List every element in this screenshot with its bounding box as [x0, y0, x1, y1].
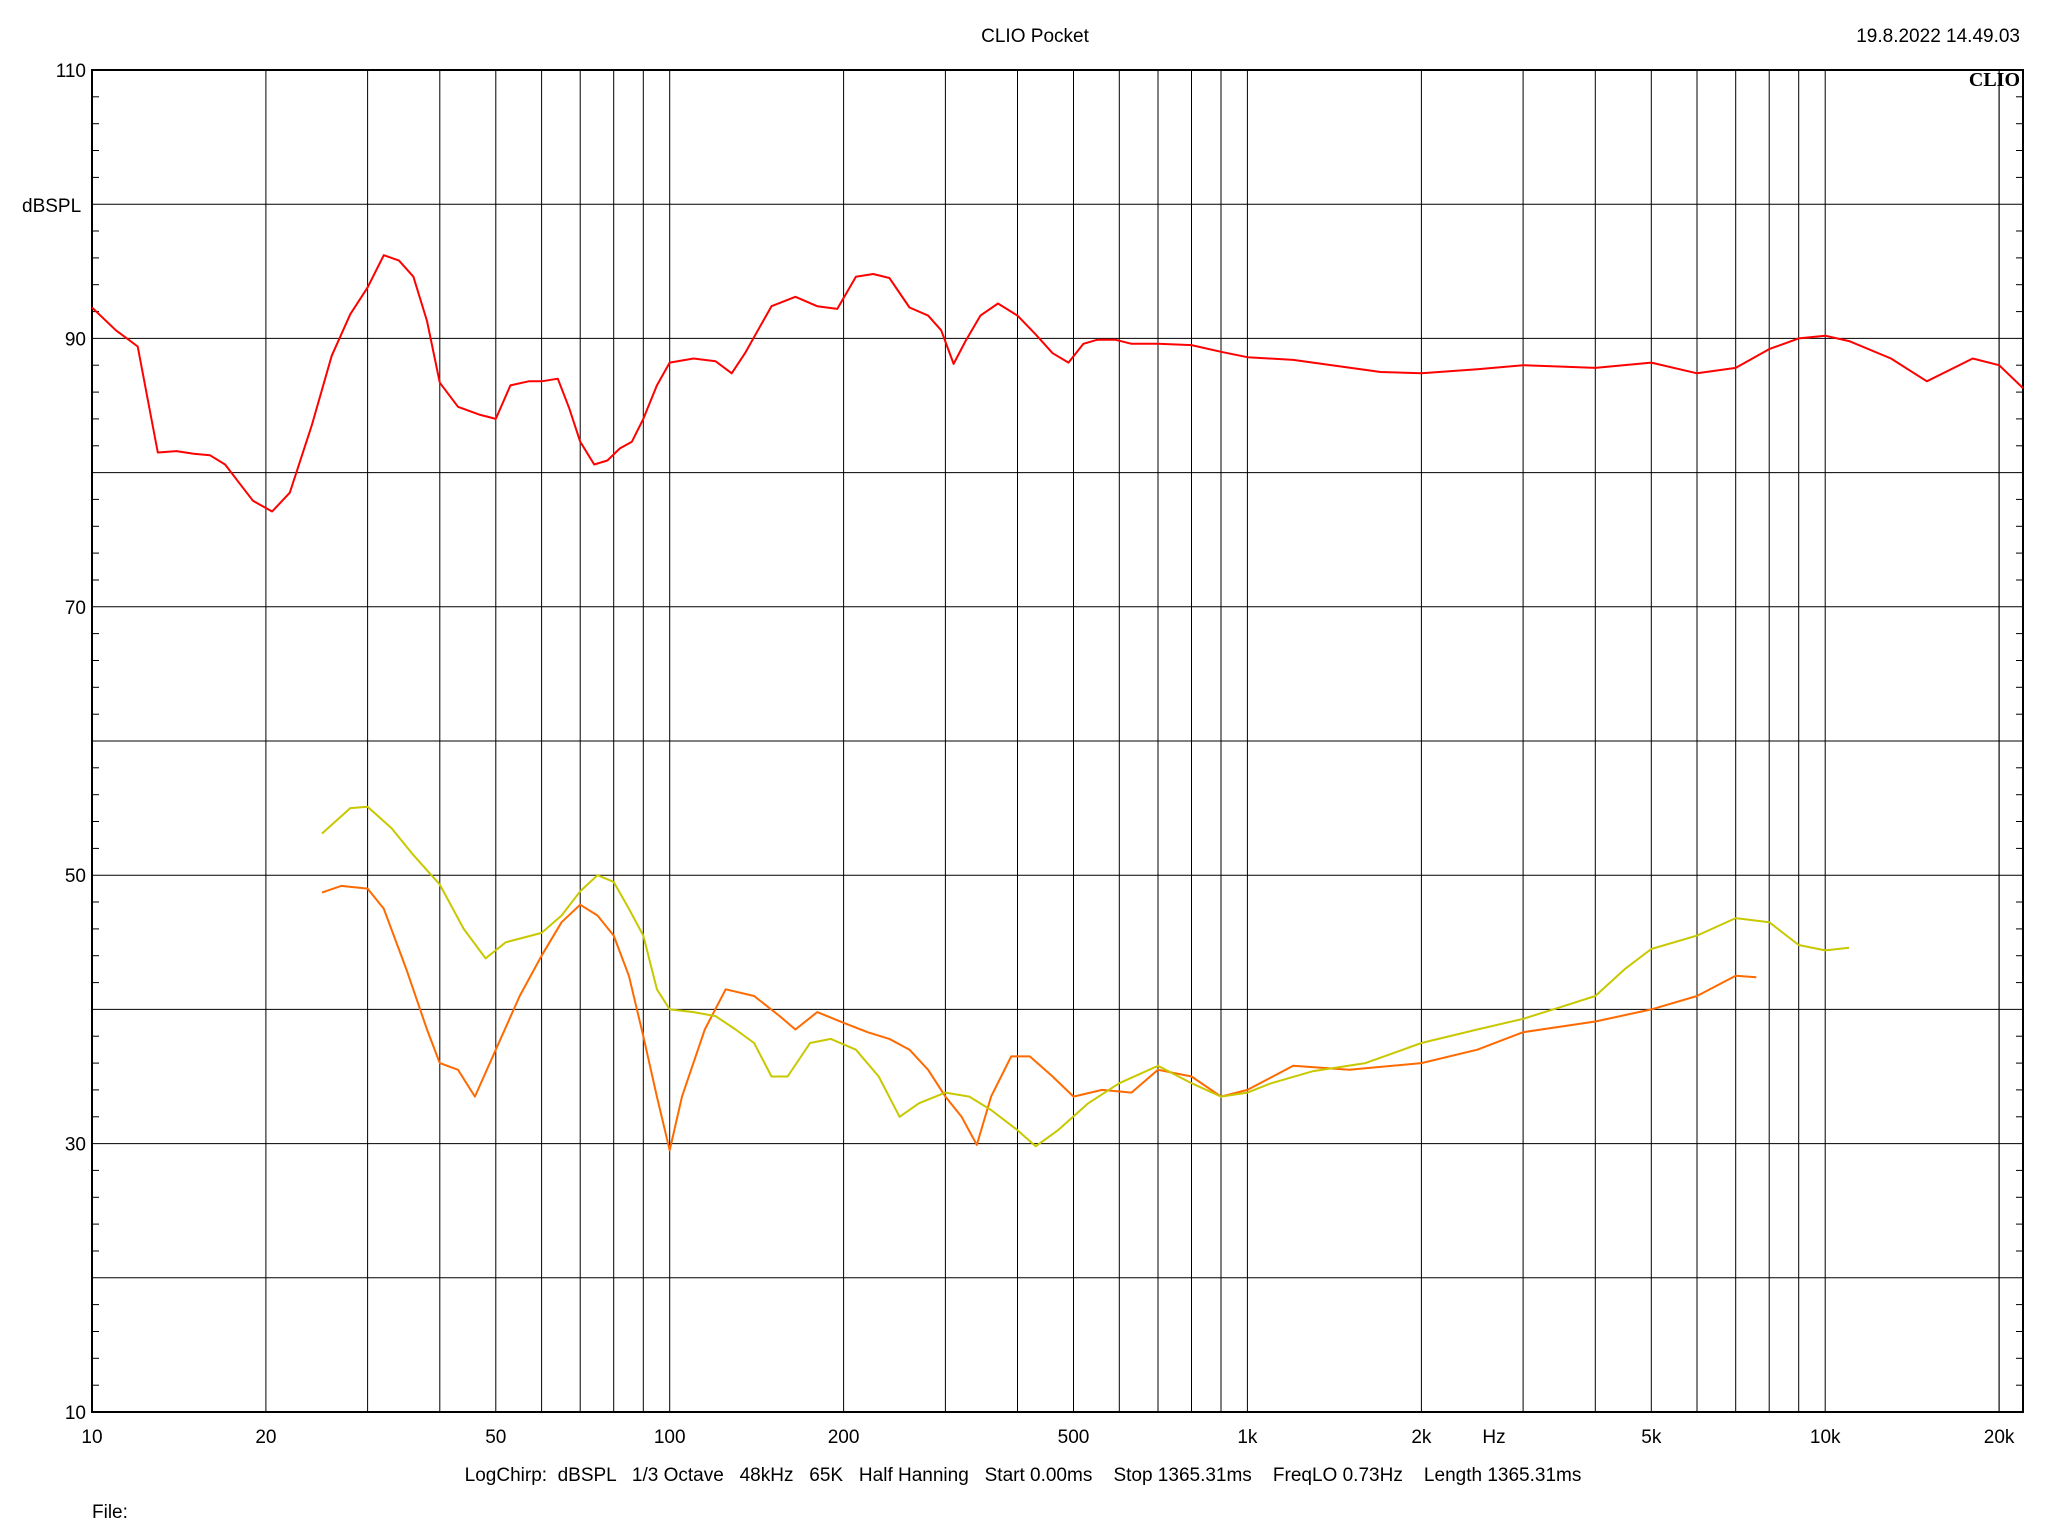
series-lines — [91, 254, 2024, 1152]
x-tick-labels: 10 20 50 100 200 500 1k 2k 5k 10k 20k — [81, 1427, 2014, 1448]
x-tick-label: 20k — [1984, 1427, 2015, 1448]
y-tick-label: 110 — [56, 61, 86, 82]
chart-title: CLIO Pocket — [981, 26, 1089, 47]
series-line-1 — [91, 254, 2024, 513]
x-tick-label: 10 — [81, 1427, 102, 1448]
x-tick-label: 5k — [1641, 1427, 1662, 1448]
y-axis-label: dBSPL — [22, 196, 81, 217]
x-tick-label: 500 — [1058, 1427, 1090, 1448]
clio-logo: CLIO — [1969, 69, 2020, 91]
series-line-2 — [321, 884, 1757, 1152]
x-tick-label: 1k — [1237, 1427, 1258, 1448]
x-tick-label: 20 — [255, 1427, 276, 1448]
measurement-settings: LogChirp: dBSPL 1/3 Octave 48kHz 65K Hal… — [465, 1465, 1582, 1486]
x-tick-label: 10k — [1810, 1427, 1841, 1448]
y-tick-label: 50 — [65, 866, 86, 887]
y-tick-label: 10 — [65, 1403, 86, 1424]
y-tick-label: 90 — [65, 329, 86, 350]
x-tick-label: 100 — [654, 1427, 686, 1448]
x-tick-label: 2k — [1411, 1427, 1432, 1448]
series-line-3 — [321, 805, 1850, 1148]
x-axis-label: Hz — [1482, 1427, 1505, 1448]
y-tick-labels: 110 90 70 50 30 10 — [56, 61, 86, 1424]
y-tick-label: 30 — [65, 1135, 86, 1156]
plot-frame — [91, 69, 2024, 1413]
x-tick-label: 50 — [485, 1427, 506, 1448]
timestamp: 19.8.2022 14.49.03 — [1856, 26, 2020, 47]
x-tick-label: 200 — [828, 1427, 860, 1448]
chart-grid — [92, 70, 2023, 1412]
file-label: File: — [92, 1502, 128, 1523]
y-tick-label: 70 — [65, 598, 86, 619]
